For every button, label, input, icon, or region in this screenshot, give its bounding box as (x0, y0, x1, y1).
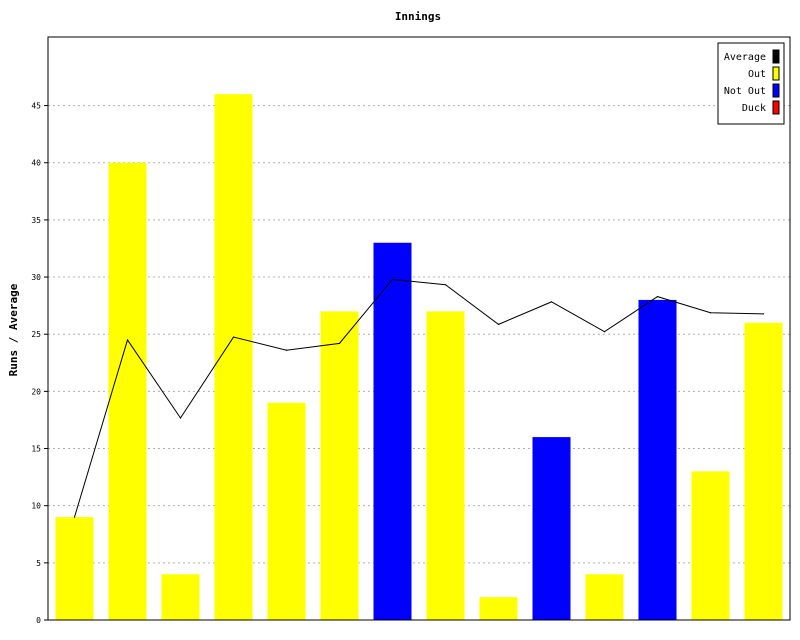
average-point (338, 342, 341, 344)
bar-innings-1 (55, 517, 94, 620)
average-point (232, 336, 235, 338)
y-tick-label: 15 (31, 445, 41, 454)
average-point (179, 417, 182, 419)
average-point (126, 339, 129, 341)
y-tick-label: 25 (31, 330, 41, 339)
y-tick-label: 20 (31, 387, 41, 396)
average-point (285, 349, 288, 351)
bar-innings-3 (161, 574, 200, 620)
average-point (709, 312, 712, 314)
average-point (497, 323, 500, 325)
y-axis-ticks: 0 5 10 15 20 25 30 35 40 45 (31, 102, 48, 625)
bar-innings-2 (108, 162, 147, 620)
average-point (391, 278, 394, 280)
grid-lines (48, 105, 790, 564)
bar-innings-9 (479, 597, 518, 620)
bar-innings-7 (373, 242, 412, 620)
plot-frame (47, 36, 791, 621)
legend-label: Average (724, 52, 766, 63)
bar-innings-10 (532, 437, 571, 620)
y-tick-label: 30 (31, 273, 41, 282)
legend-swatch (772, 100, 780, 115)
legend-label: Out (748, 69, 766, 80)
average-point (444, 284, 447, 286)
y-tick-label: 40 (31, 159, 41, 168)
average-point (73, 516, 76, 518)
y-axis-label: Runs / Average (7, 283, 20, 376)
bars (55, 94, 783, 620)
legend-swatch (772, 83, 780, 98)
bar-innings-11 (585, 574, 624, 620)
bar-innings-12 (638, 299, 677, 620)
average-point (550, 301, 553, 303)
y-tick-label: 10 (31, 502, 41, 511)
legend-label: Duck (742, 103, 766, 114)
y-tick-label: 5 (36, 559, 41, 568)
average-point (603, 331, 606, 333)
y-tick-label: 45 (31, 102, 41, 111)
legend-swatch (772, 66, 780, 81)
legend-swatch (772, 49, 780, 64)
legend-label: Not Out (724, 86, 766, 97)
y-tick-label: 0 (36, 616, 41, 625)
average-point (656, 296, 659, 298)
y-tick-label: 35 (31, 216, 41, 225)
legend: Average Out Not Out Duck (717, 42, 785, 125)
average-point (762, 313, 765, 315)
bar-innings-14 (744, 322, 783, 620)
bar-innings-13 (691, 471, 730, 620)
average-polyline (74, 278, 764, 518)
bar-innings-8 (426, 311, 465, 620)
average-line (73, 278, 765, 518)
bar-innings-6 (320, 311, 359, 620)
chart-title: Innings (395, 10, 441, 23)
bar-innings-5 (267, 402, 306, 620)
